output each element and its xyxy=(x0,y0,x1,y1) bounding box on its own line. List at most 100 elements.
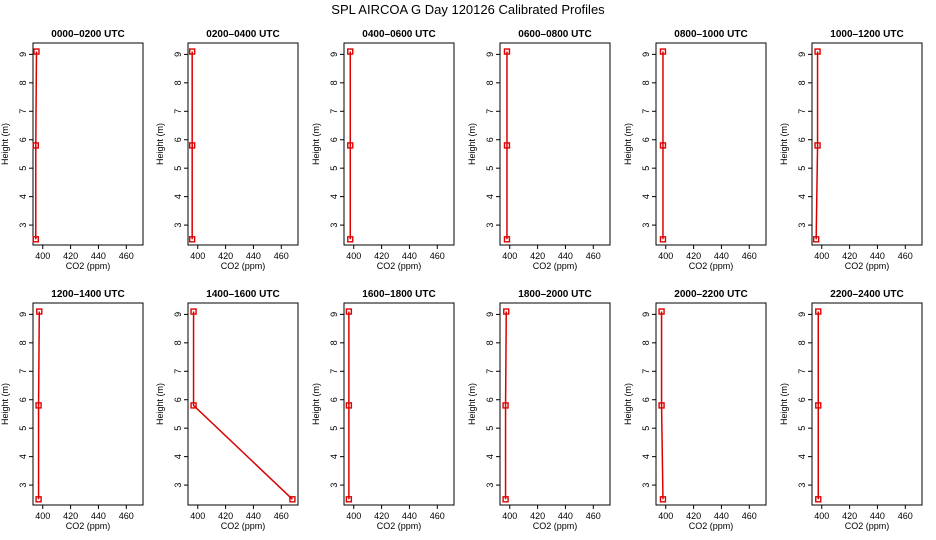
y-tick-label: 3 xyxy=(18,483,28,488)
x-tick-label: 420 xyxy=(842,511,857,521)
x-tick-label: 420 xyxy=(842,251,857,261)
data-point-marker xyxy=(188,236,196,243)
x-tick-label: 460 xyxy=(274,251,289,261)
y-axis-label: Height (m) xyxy=(311,383,321,425)
x-tick-label: 400 xyxy=(190,251,205,261)
data-point-marker xyxy=(345,496,353,503)
y-tick-label: 8 xyxy=(18,80,28,85)
y-tick-label: 5 xyxy=(18,426,28,431)
panel-title: 0200–0400 UTC xyxy=(206,29,279,40)
data-point-marker xyxy=(190,402,197,409)
y-tick-label: 3 xyxy=(641,223,651,228)
x-tick-label: 460 xyxy=(742,511,757,521)
y-tick-label: 8 xyxy=(18,340,28,345)
y-tick-label: 3 xyxy=(797,223,807,228)
data-point-marker xyxy=(503,48,511,55)
profile-panel: 1600–1800 UTC 400 420 440 460 3 4 5 6 7 8 9 CO2 (ppm… xyxy=(311,289,455,531)
y-tick-label: 8 xyxy=(173,340,183,345)
data-point-marker xyxy=(33,48,40,55)
x-tick-label: 400 xyxy=(190,511,205,521)
y-tick-label: 8 xyxy=(641,80,651,85)
y-tick-label: 9 xyxy=(641,312,651,317)
panel-title: 0000–0200 UTC xyxy=(51,29,124,40)
data-point-marker xyxy=(815,308,822,315)
y-tick-label: 8 xyxy=(797,80,807,85)
data-point-marker xyxy=(814,142,821,149)
profile-line xyxy=(504,311,508,500)
data-point-marker xyxy=(188,48,196,55)
y-tick-label: 3 xyxy=(485,223,495,228)
profile-line xyxy=(815,51,819,240)
x-tick-label: 460 xyxy=(742,251,757,261)
x-tick-label: 440 xyxy=(91,251,106,261)
x-tick-label: 440 xyxy=(558,251,573,261)
profile-panel: 0800–1000 UTC 400 420 440 460 3 4 5 6 7 8 9 CO2 (ppm… xyxy=(623,29,767,271)
y-tick-label: 4 xyxy=(173,454,183,459)
y-tick-label: 5 xyxy=(485,166,495,171)
y-tick-label: 4 xyxy=(485,454,495,459)
x-tick-label: 420 xyxy=(374,251,389,261)
y-axis-label: Height (m) xyxy=(155,383,165,425)
data-point-marker xyxy=(32,236,39,243)
data-point-marker xyxy=(658,402,665,409)
plot-frame xyxy=(655,302,767,506)
x-tick-label: 440 xyxy=(558,511,573,521)
y-axis-label: Height (m) xyxy=(0,123,10,165)
data-point-marker xyxy=(503,308,510,315)
y-tick-label: 6 xyxy=(641,397,651,402)
x-tick-label: 440 xyxy=(91,511,106,521)
data-point-marker xyxy=(812,236,820,243)
x-tick-label: 400 xyxy=(658,511,673,521)
y-tick-label: 7 xyxy=(485,109,495,114)
plot-frame xyxy=(187,42,299,246)
y-tick-label: 7 xyxy=(329,109,339,114)
data-point-marker xyxy=(659,236,667,243)
y-tick-label: 5 xyxy=(797,166,807,171)
data-point-marker xyxy=(659,496,667,503)
y-tick-label: 6 xyxy=(18,397,28,402)
data-point-marker xyxy=(347,48,354,55)
panel-title: 1400–1600 UTC xyxy=(206,289,279,300)
plot-frame xyxy=(32,302,144,506)
panel-title: 1600–1800 UTC xyxy=(362,289,435,300)
profile-panel: 1800–2000 UTC 400 420 440 460 3 4 5 6 7 8 9 CO2 (ppm… xyxy=(467,289,611,531)
y-tick-label: 9 xyxy=(797,52,807,57)
panel-title: 1800–2000 UTC xyxy=(518,289,591,300)
x-tick-label: 420 xyxy=(63,511,78,521)
y-tick-label: 6 xyxy=(329,137,339,142)
x-tick-label: 440 xyxy=(870,251,885,261)
profile-panel: 0400–0600 UTC 400 420 440 460 3 4 5 6 7 8 9 CO2 (ppm… xyxy=(311,29,455,271)
data-point-marker xyxy=(659,142,667,149)
y-tick-label: 5 xyxy=(485,426,495,431)
x-tick-label: 400 xyxy=(35,511,50,521)
x-tick-label: 420 xyxy=(374,511,389,521)
profile-line xyxy=(35,51,38,240)
y-tick-label: 4 xyxy=(797,194,807,199)
y-tick-label: 5 xyxy=(173,166,183,171)
y-tick-label: 3 xyxy=(641,483,651,488)
data-point-marker xyxy=(35,402,42,409)
plot-frame xyxy=(811,42,923,246)
y-tick-label: 6 xyxy=(485,137,495,142)
profile-panel: 1000–1200 UTC 400 420 440 460 3 4 5 6 7 8 9 CO2 (ppm… xyxy=(779,29,923,271)
data-point-marker xyxy=(658,308,665,315)
y-tick-label: 7 xyxy=(797,369,807,374)
y-tick-label: 5 xyxy=(329,166,339,171)
y-tick-label: 3 xyxy=(173,483,183,488)
y-tick-label: 8 xyxy=(485,340,495,345)
data-point-marker xyxy=(503,142,511,149)
y-tick-label: 5 xyxy=(797,426,807,431)
y-tick-label: 4 xyxy=(641,454,651,459)
x-axis-label: CO2 (ppm) xyxy=(377,521,422,531)
y-tick-label: 8 xyxy=(329,80,339,85)
x-tick-label: 420 xyxy=(530,251,545,261)
y-tick-label: 3 xyxy=(485,483,495,488)
data-point-marker xyxy=(289,496,296,503)
y-tick-label: 6 xyxy=(641,137,651,142)
data-point-marker xyxy=(190,308,197,315)
y-tick-label: 9 xyxy=(173,52,183,57)
x-tick-label: 460 xyxy=(898,251,913,261)
y-tick-label: 9 xyxy=(329,312,339,317)
y-axis-label: Height (m) xyxy=(623,123,633,165)
plot-frame xyxy=(655,42,767,246)
